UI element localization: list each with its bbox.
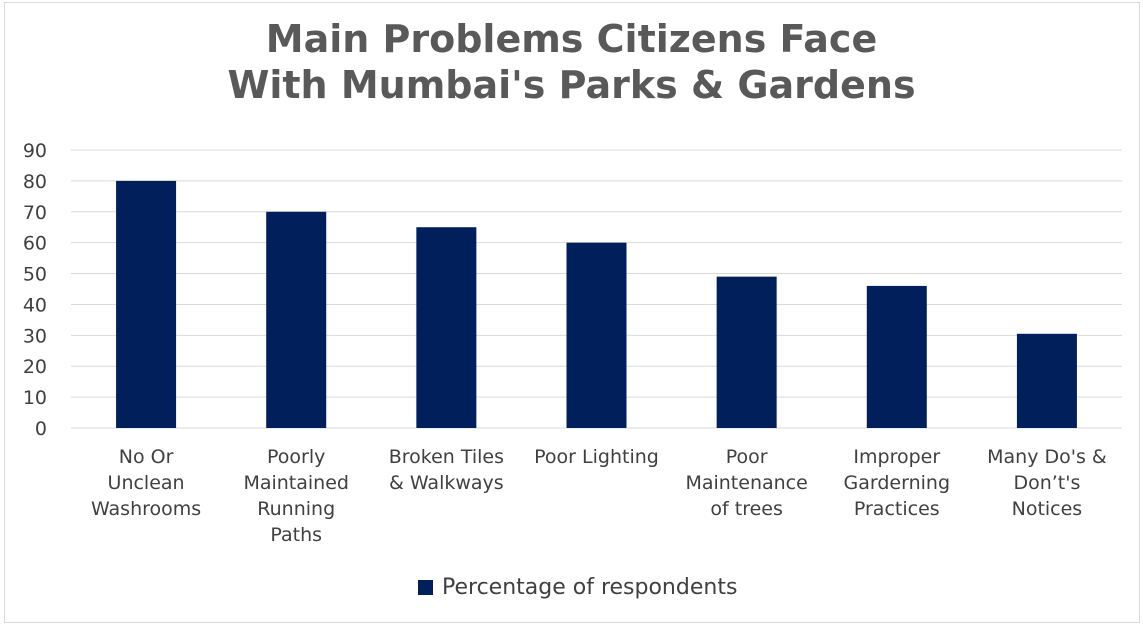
x-category-label: Poorly Maintained Running Paths xyxy=(243,446,349,546)
x-category-label-line: of trees xyxy=(710,498,782,520)
bar xyxy=(116,180,177,428)
bar xyxy=(266,211,327,428)
legend-swatch xyxy=(418,580,433,595)
legend: Percentage of respondents xyxy=(418,575,737,600)
x-category-label-line: No Or xyxy=(119,446,174,468)
x-category-label: No Or Unclean Washrooms xyxy=(91,446,201,520)
y-tick-label: 70 xyxy=(23,202,47,224)
x-category-label-line: Washrooms xyxy=(91,498,201,520)
x-category-label: Poor Lighting xyxy=(534,446,659,468)
x-category-label-line: Poor Lighting xyxy=(534,446,659,468)
bar xyxy=(1016,333,1077,428)
x-category-label-line: Poor xyxy=(726,446,768,468)
x-category-label-line: & Walkways xyxy=(389,472,504,494)
x-category-label: Broken Tiles & Walkways xyxy=(389,446,504,494)
x-category-label: Many Do's & Don’t's Notices xyxy=(987,446,1107,520)
bar xyxy=(716,276,777,428)
y-tick-label: 50 xyxy=(23,264,47,286)
legend-label: Percentage of respondents xyxy=(442,575,738,600)
x-category-label-line: Many Do's & xyxy=(987,446,1107,468)
y-tick-label: 0 xyxy=(35,418,47,440)
bar xyxy=(866,285,927,428)
bar xyxy=(416,227,477,428)
y-tick-label: 80 xyxy=(23,171,47,193)
bar xyxy=(566,242,627,428)
y-tick-label: 40 xyxy=(23,294,47,316)
x-category-label-line: Maintenance xyxy=(685,472,807,494)
y-tick-label: 20 xyxy=(23,356,47,378)
x-category-label-line: Paths xyxy=(270,524,322,546)
y-tick-label: 90 xyxy=(23,140,47,162)
x-category-label: Poor Maintenance of trees xyxy=(685,446,807,520)
x-category-label-line: Unclean xyxy=(108,472,185,494)
x-category-label: Improper Garderning Practices xyxy=(844,446,951,520)
x-category-label-line: Don’t's xyxy=(1013,472,1080,494)
chart-title-line-1: Main Problems Citizens Face xyxy=(265,17,878,61)
x-category-label-line: Notices xyxy=(1012,498,1083,520)
x-category-label-line: Garderning xyxy=(844,472,951,494)
x-category-label-line: Poorly xyxy=(267,446,325,468)
x-category-label-line: Improper xyxy=(853,446,940,468)
x-category-label-line: Maintained xyxy=(243,472,349,494)
x-category-label-line: Running xyxy=(257,498,335,520)
x-category-label-line: Broken Tiles xyxy=(389,446,504,468)
y-tick-label: 10 xyxy=(23,387,47,409)
x-category-label-line: Practices xyxy=(854,498,940,520)
chart-title: Main Problems Citizens Face With Mumbai'… xyxy=(0,16,1143,108)
y-tick-label: 60 xyxy=(23,233,47,255)
y-tick-label: 30 xyxy=(23,325,47,347)
chart-title-line-2: With Mumbai's Parks & Gardens xyxy=(227,63,916,107)
